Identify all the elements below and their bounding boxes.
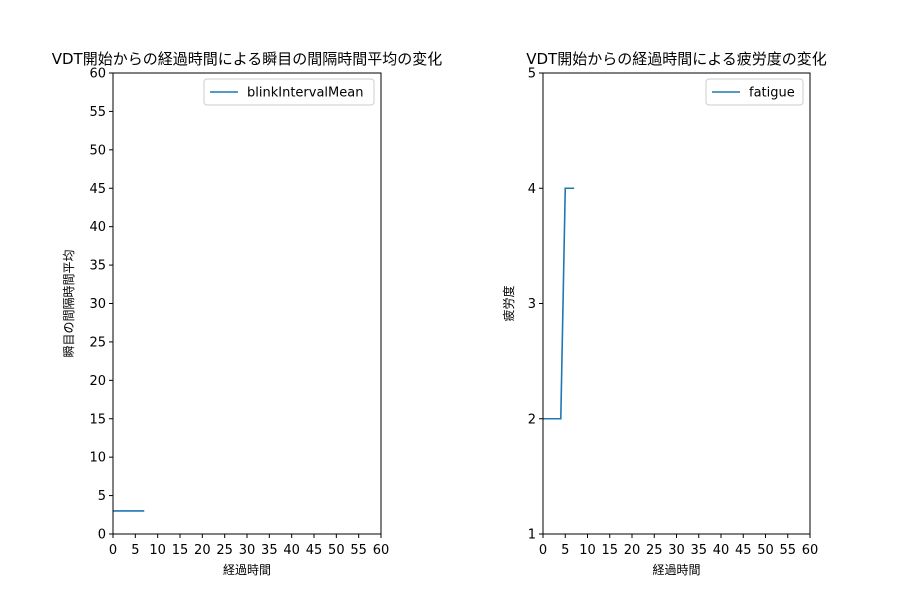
x-tick-label: 30 [239, 543, 256, 558]
x-tick-label: 15 [172, 543, 189, 558]
plot-frame [112, 72, 382, 535]
y-tick-label: 50 [89, 143, 106, 158]
y-tick-label: 10 [89, 451, 106, 466]
y-tick-label: 45 [89, 182, 106, 197]
legend-label: blinkIntervalMean [247, 86, 363, 101]
y-tick-label: 2 [528, 412, 536, 427]
x-tick-label: 50 [757, 543, 774, 558]
x-tick-label: 40 [283, 543, 300, 558]
x-tick-label: 55 [779, 543, 796, 558]
x-axis-label: 経過時間 [652, 563, 700, 577]
y-tick-label: 0 [98, 528, 106, 543]
x-tick-label: 5 [561, 543, 569, 558]
x-tick-label: 15 [601, 543, 618, 558]
x-tick-label: 10 [149, 543, 166, 558]
x-tick-label: 20 [194, 543, 211, 558]
x-tick-label: 25 [646, 543, 663, 558]
x-tick-label: 45 [306, 543, 323, 558]
legend: blinkIntervalMean [203, 78, 375, 106]
legend-label: fatigue [749, 86, 795, 101]
x-tick-label: 5 [131, 543, 139, 558]
y-tick-label: 20 [89, 374, 106, 389]
y-axis-label: 疲労度 [501, 285, 516, 321]
x-tick-label: 45 [735, 543, 752, 558]
x-tick-label: 0 [109, 543, 117, 558]
y-tick-label: 5 [98, 489, 106, 504]
y-tick-label: 60 [89, 67, 106, 82]
x-tick-label: 40 [713, 543, 730, 558]
x-tick-label: 35 [261, 543, 278, 558]
x-tick-label: 60 [802, 543, 819, 558]
x-tick-label: 30 [668, 543, 685, 558]
x-tick-label: 20 [624, 543, 641, 558]
legend-box [705, 78, 804, 106]
series-line-0 [543, 187, 575, 420]
x-tick-label: 0 [539, 543, 547, 558]
y-tick-label: 35 [89, 259, 106, 274]
y-tick-label: 15 [89, 412, 106, 427]
y-tick-label: 4 [528, 182, 536, 197]
x-tick-label: 55 [350, 543, 367, 558]
x-tick-label: 10 [579, 543, 596, 558]
x-tick-label: 50 [328, 543, 345, 558]
x-tick-label: 25 [216, 543, 233, 558]
y-tick-label: 1 [528, 528, 536, 543]
plot-frame [542, 72, 811, 535]
chart-title: VDT開始からの経過時間による疲労度の変化 [526, 50, 827, 68]
y-tick-label: 3 [528, 297, 536, 312]
x-tick-label: 35 [690, 543, 707, 558]
y-tick-label: 5 [528, 67, 536, 82]
legend: fatigue [705, 78, 804, 106]
y-tick-label: 30 [89, 297, 106, 312]
x-tick-label: 60 [373, 543, 390, 558]
y-tick-label: 25 [89, 335, 106, 350]
legend-box [203, 78, 375, 106]
y-tick-label: 40 [89, 220, 106, 235]
chart-title: VDT開始からの経過時間による瞬目の間隔時間平均の変化 [52, 50, 443, 68]
y-tick-label: 55 [89, 105, 106, 120]
x-axis-label: 経過時間 [223, 563, 271, 577]
y-axis-label: 瞬目の間隔時間平均 [62, 249, 76, 357]
